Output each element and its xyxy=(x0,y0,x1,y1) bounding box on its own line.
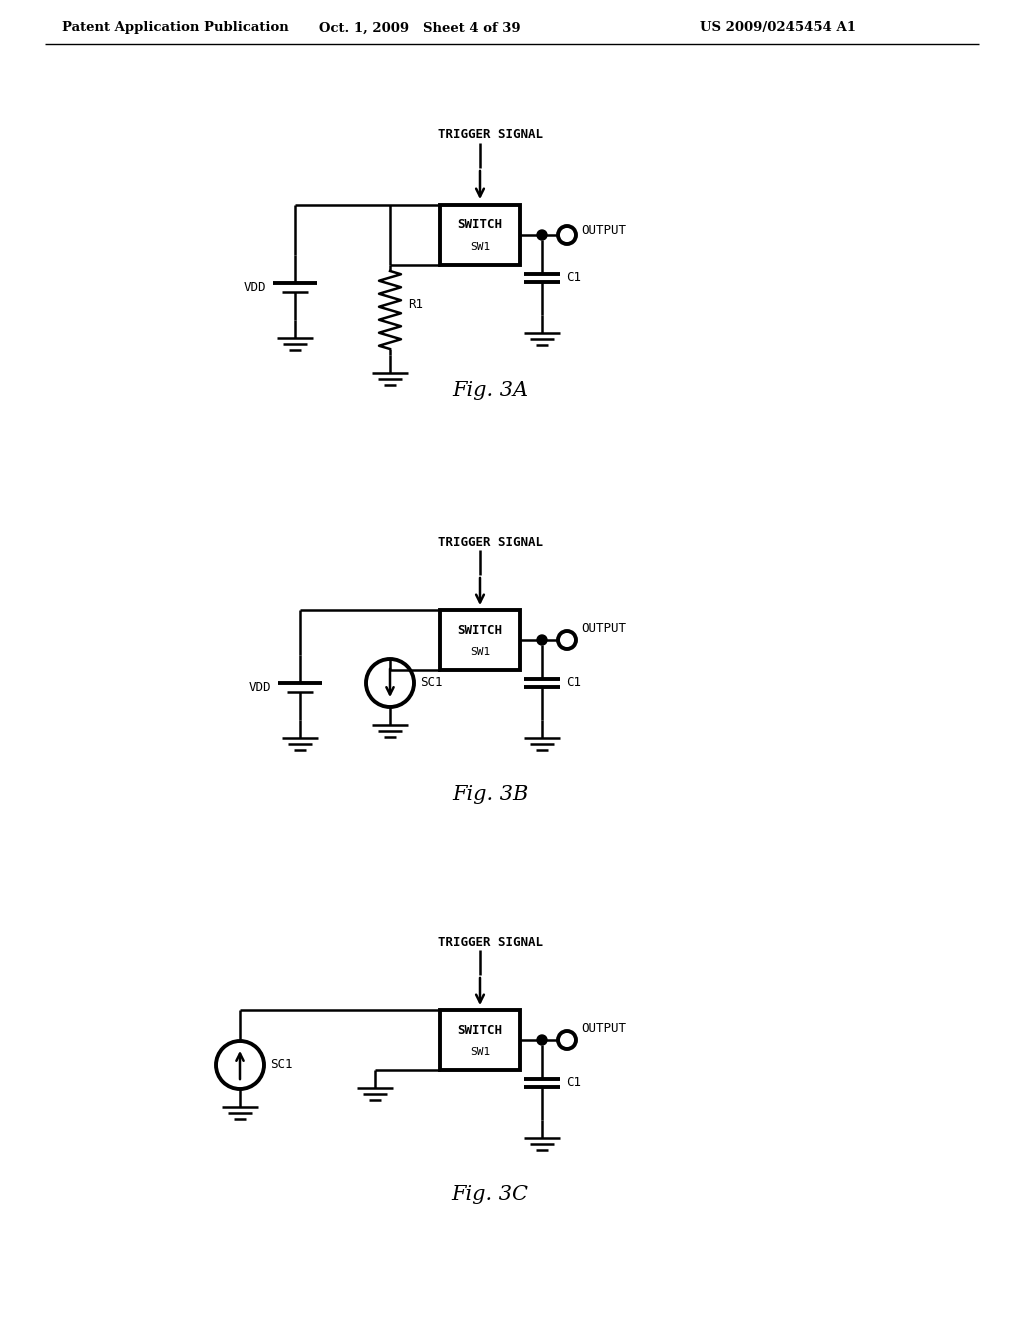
Circle shape xyxy=(537,230,547,240)
Text: SWITCH: SWITCH xyxy=(458,219,503,231)
Text: SC1: SC1 xyxy=(270,1059,293,1072)
Bar xyxy=(440,610,520,671)
Circle shape xyxy=(537,1035,547,1045)
Text: SWITCH: SWITCH xyxy=(458,1023,503,1036)
Text: Fig. 3A: Fig. 3A xyxy=(452,380,528,400)
Text: TRIGGER SIGNAL: TRIGGER SIGNAL xyxy=(437,536,543,549)
Text: SW1: SW1 xyxy=(470,1047,490,1057)
Bar xyxy=(440,205,520,265)
Text: Fig. 3C: Fig. 3C xyxy=(452,1185,528,1204)
Text: C1: C1 xyxy=(566,1076,581,1089)
Text: Fig. 3B: Fig. 3B xyxy=(452,785,528,804)
Text: OUTPUT: OUTPUT xyxy=(581,622,626,635)
Text: OUTPUT: OUTPUT xyxy=(581,224,626,238)
Text: Patent Application Publication: Patent Application Publication xyxy=(62,21,289,34)
Text: C1: C1 xyxy=(566,271,581,284)
Circle shape xyxy=(537,635,547,645)
Bar xyxy=(440,1010,520,1071)
Text: VDD: VDD xyxy=(244,281,266,294)
Text: OUTPUT: OUTPUT xyxy=(581,1022,626,1035)
Text: R1: R1 xyxy=(408,298,423,312)
Text: VDD: VDD xyxy=(249,681,271,694)
Text: SWITCH: SWITCH xyxy=(458,623,503,636)
Text: C1: C1 xyxy=(566,676,581,689)
Text: SW1: SW1 xyxy=(470,242,490,252)
Text: SC1: SC1 xyxy=(420,676,442,689)
Text: US 2009/0245454 A1: US 2009/0245454 A1 xyxy=(700,21,856,34)
Text: SW1: SW1 xyxy=(470,647,490,657)
Text: Oct. 1, 2009   Sheet 4 of 39: Oct. 1, 2009 Sheet 4 of 39 xyxy=(319,21,521,34)
Text: TRIGGER SIGNAL: TRIGGER SIGNAL xyxy=(437,936,543,949)
Text: TRIGGER SIGNAL: TRIGGER SIGNAL xyxy=(437,128,543,141)
